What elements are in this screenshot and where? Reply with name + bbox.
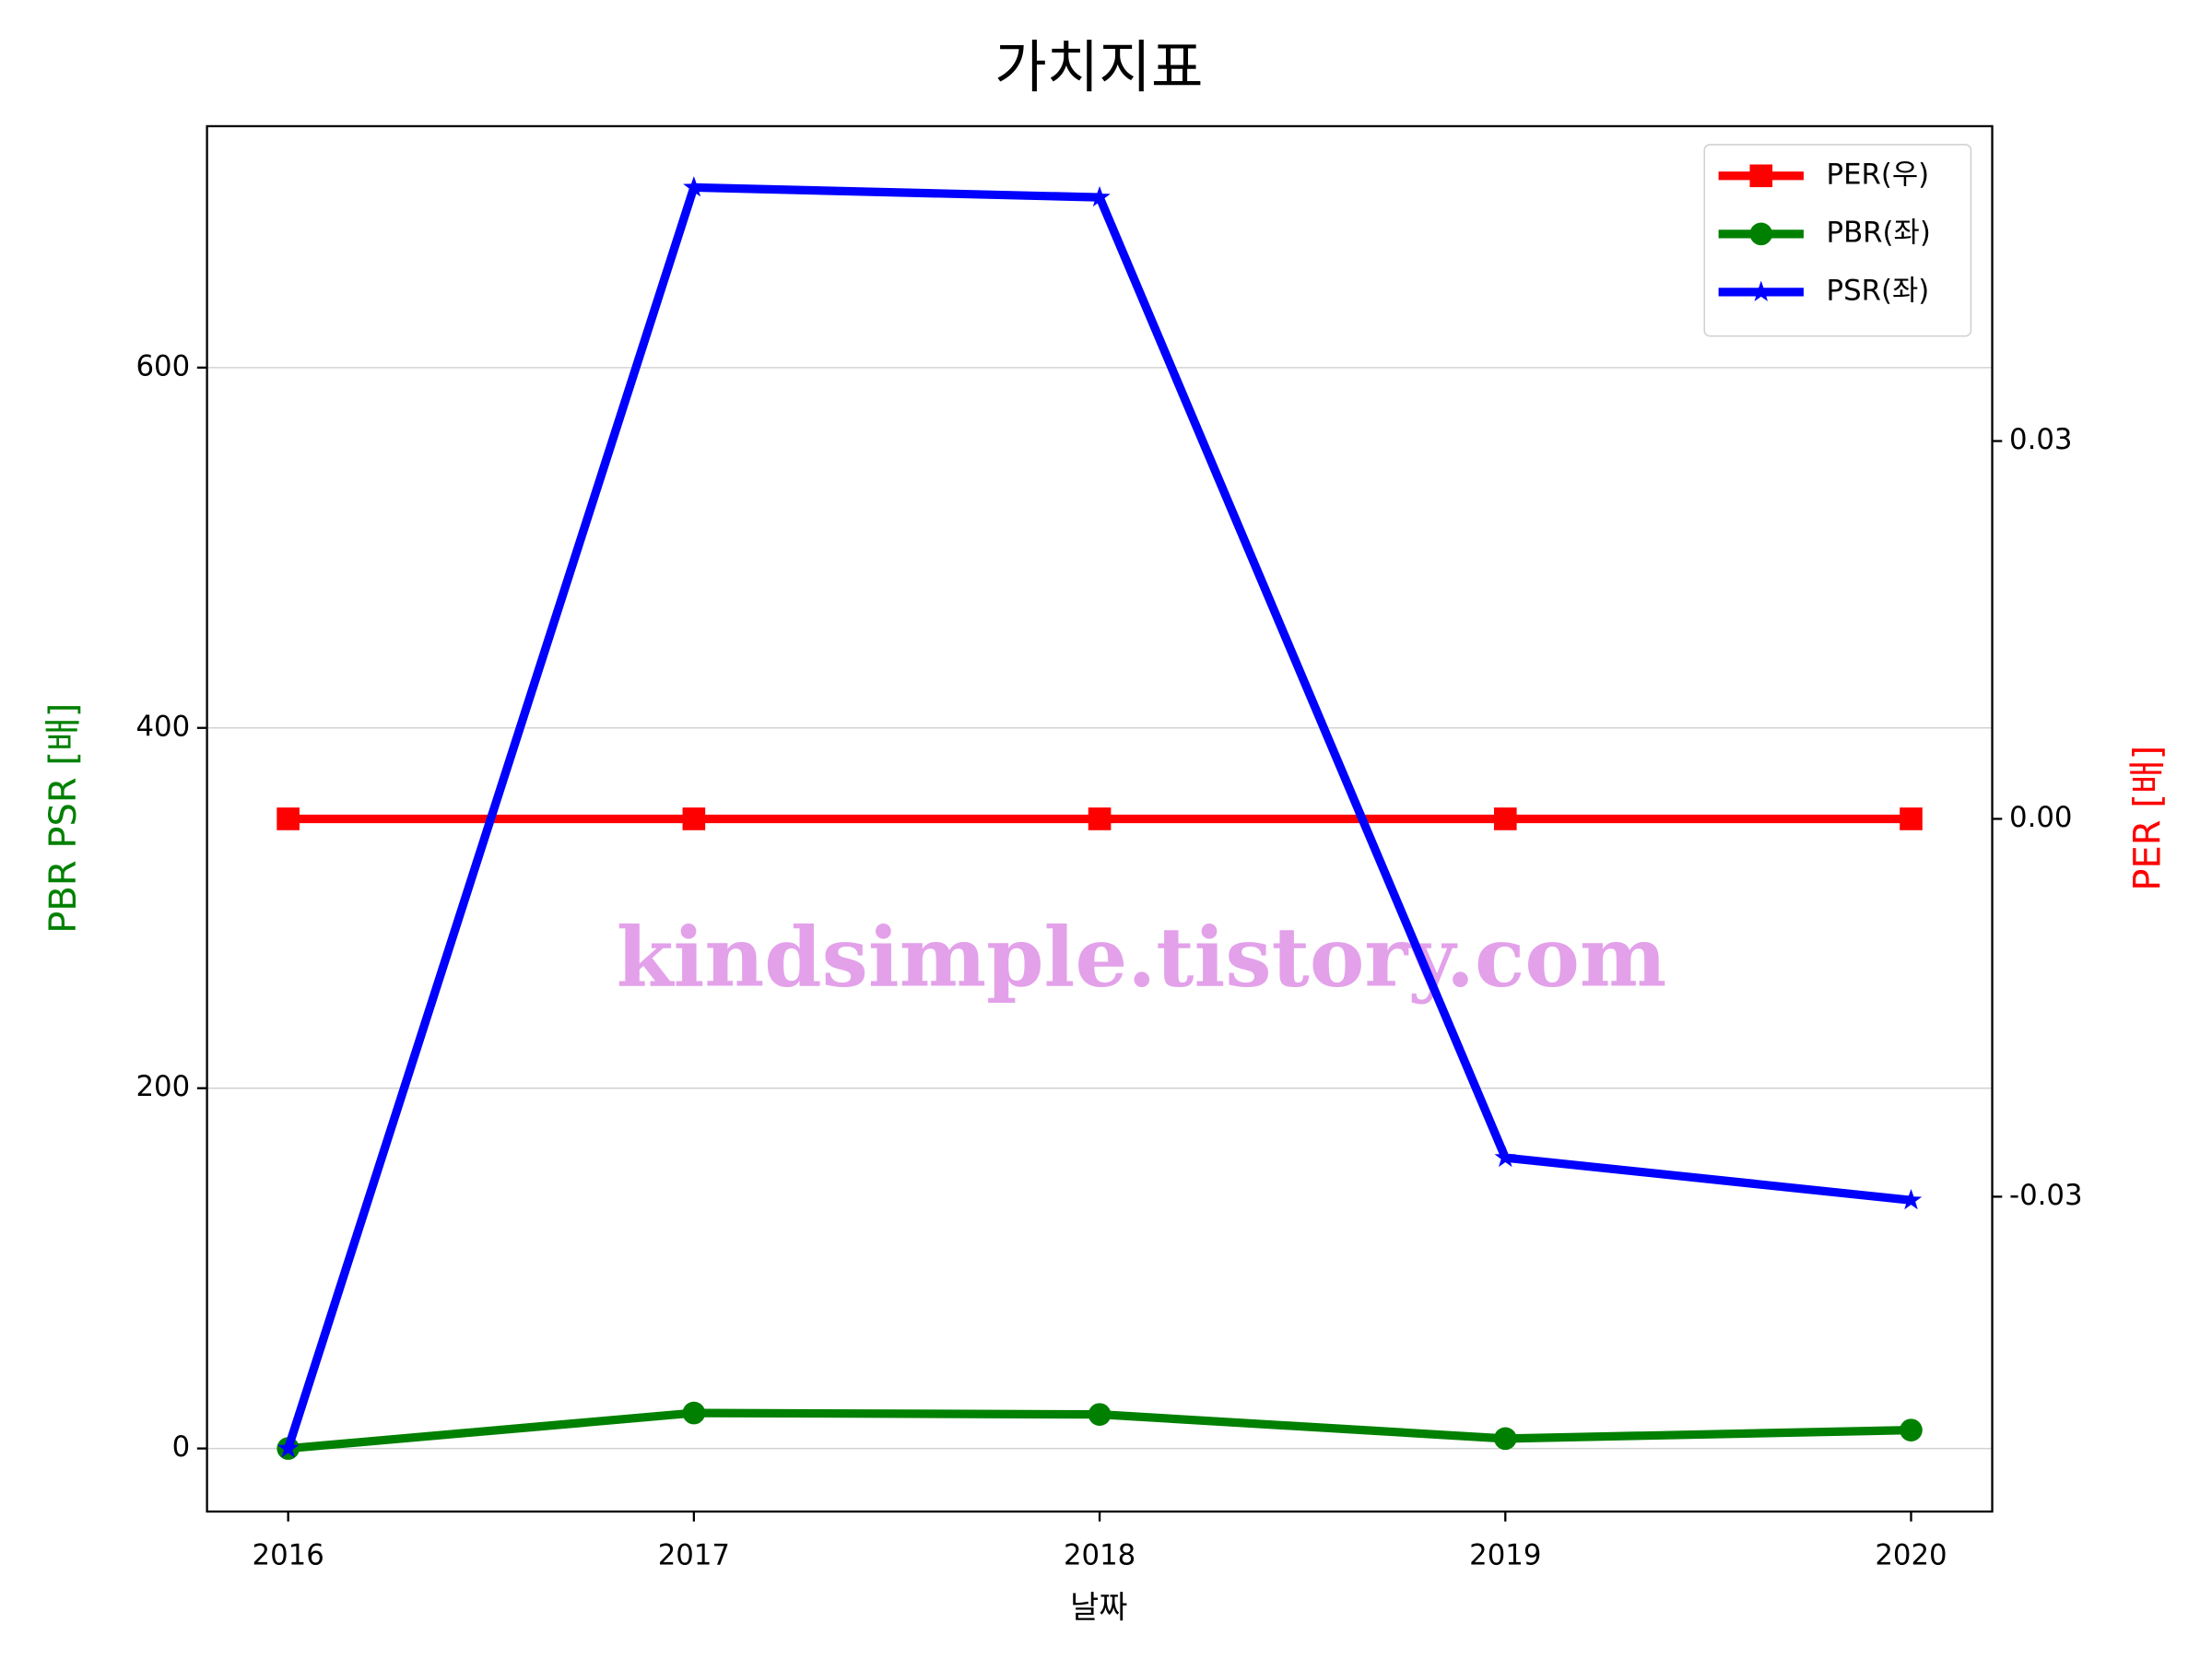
marker <box>1088 185 1111 207</box>
legend-marker <box>1750 280 1772 301</box>
chart-title: 가치지표 <box>994 34 1203 100</box>
legend-marker <box>1749 222 1773 246</box>
marker <box>682 807 706 830</box>
marker <box>276 807 300 830</box>
y2-tick-label: 0.03 <box>2009 423 2072 456</box>
y-tick-label: 200 <box>135 1070 190 1103</box>
legend-label: PBR(좌) <box>1827 216 1931 249</box>
x-tick-label: 2016 <box>253 1539 324 1572</box>
y2-tick-label: -0.03 <box>2009 1179 2083 1212</box>
marker <box>1493 807 1517 830</box>
x-tick-label: 2019 <box>1469 1539 1541 1572</box>
y-tick-label: 400 <box>135 710 190 743</box>
plot <box>276 176 1923 1460</box>
marker <box>276 1437 300 1458</box>
x-tick-label: 2018 <box>1064 1539 1135 1572</box>
y2-axis-label: PER [배] <box>2126 746 2169 891</box>
marker <box>682 1401 706 1425</box>
marker <box>1494 1146 1516 1168</box>
x-tick-label: 2017 <box>658 1539 730 1572</box>
legend-label: PSR(좌) <box>1827 274 1930 307</box>
x-axis-label: 날짜 <box>1070 1590 1127 1626</box>
watermark: kindsimple.tistory.com <box>617 910 1667 1006</box>
legend: PER(우) PBR(좌) PSR(좌) <box>1703 144 1972 337</box>
marker <box>1088 807 1112 830</box>
marker <box>1493 1427 1517 1451</box>
y2-tick-label: 0.00 <box>2009 801 2072 834</box>
marker <box>1900 1188 1923 1210</box>
y-axis-label: PBR PSR [배] <box>42 703 85 934</box>
marker <box>1900 1418 1923 1441</box>
y-tick-label: 0 <box>172 1430 191 1464</box>
grid <box>206 367 1993 1450</box>
marker <box>1900 807 1923 830</box>
marker <box>683 176 705 197</box>
marker <box>1088 1403 1112 1426</box>
legend-label: PER(우) <box>1827 158 1930 191</box>
x-tick-label: 2020 <box>1875 1539 1947 1572</box>
legend-marker <box>1749 164 1773 188</box>
y-tick-label: 600 <box>135 349 190 382</box>
